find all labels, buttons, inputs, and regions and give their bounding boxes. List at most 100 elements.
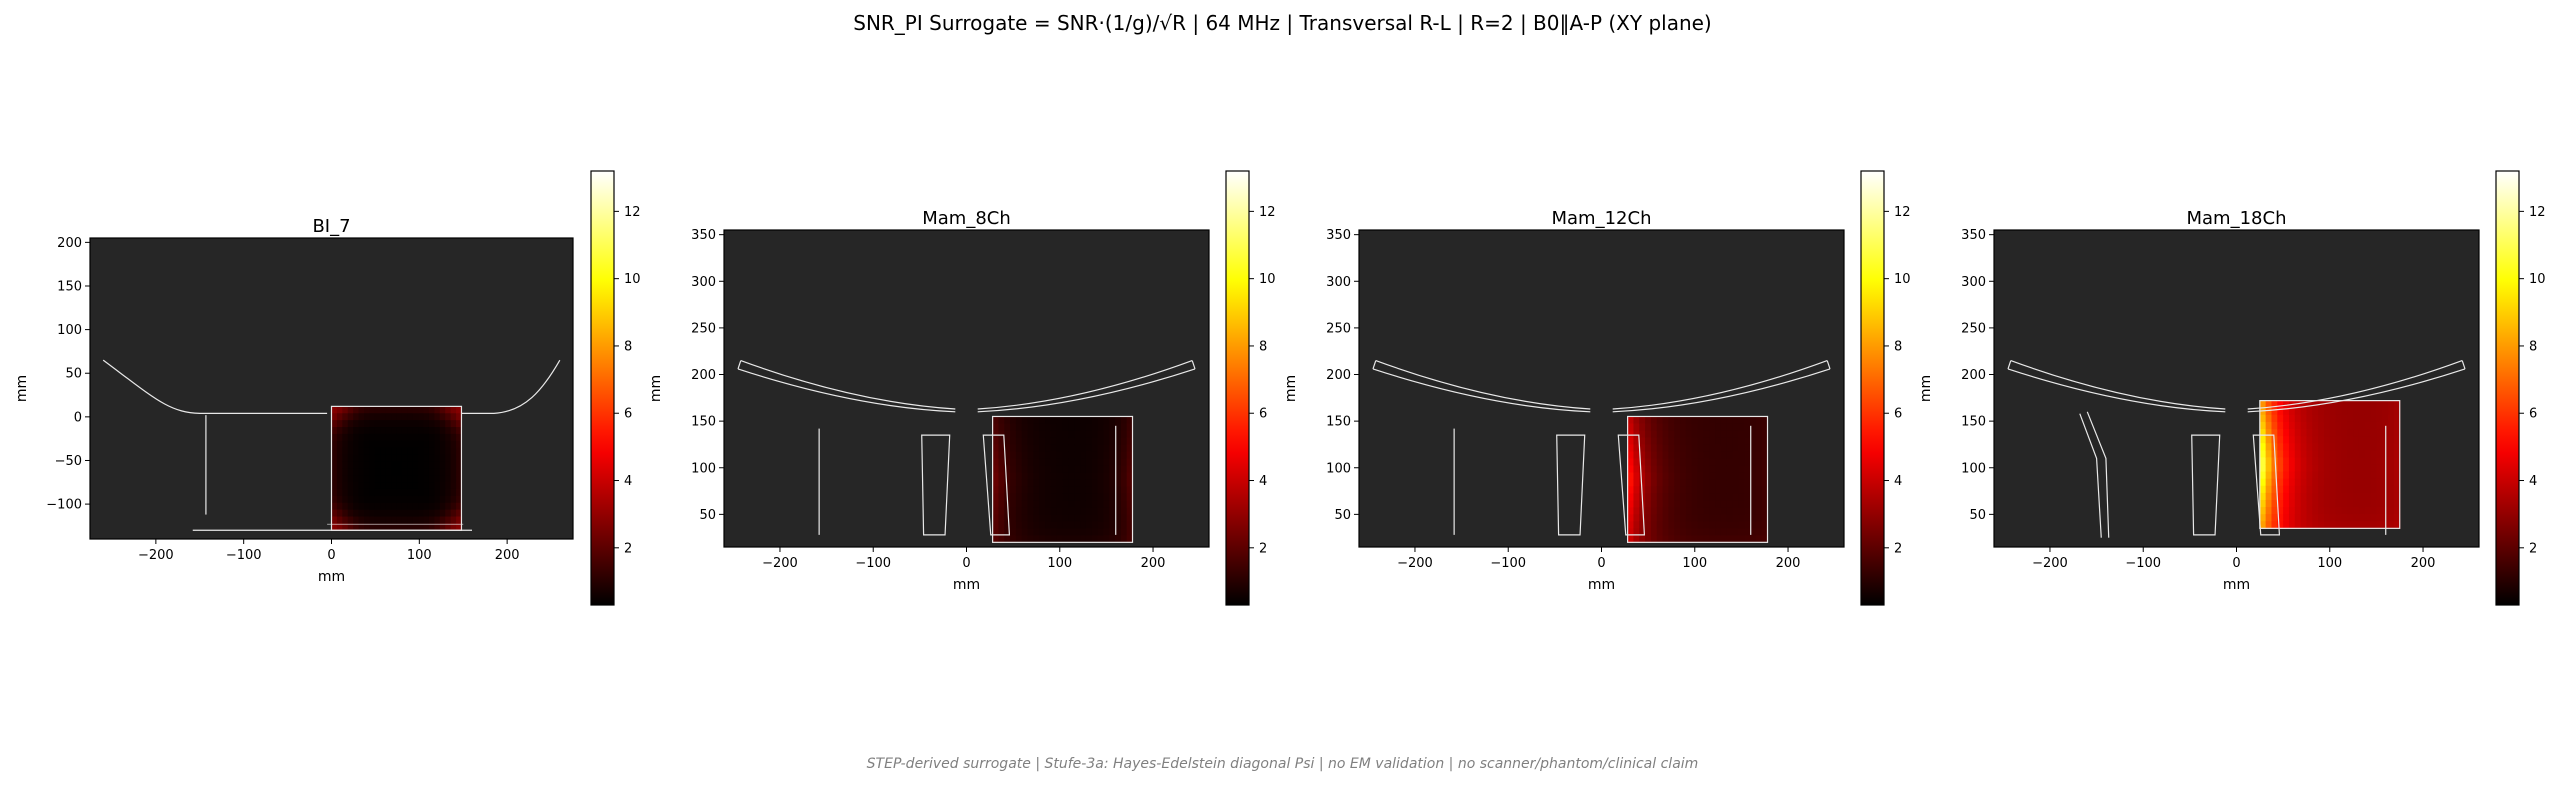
x-tick-label: −200 [762,556,798,571]
colorbar-tick-label: 4 [1259,474,1267,489]
y-tick-label: 200 [691,368,716,383]
colorbar-tick-label: 12 [624,205,641,220]
y-axis-label: mm [1283,375,1299,402]
plot-area [1359,230,1844,547]
field-region-outline [1627,415,1769,543]
x-tick-label: 200 [1141,556,1166,571]
y-tick-label: 250 [691,321,716,336]
snr-heatmap [992,415,1134,543]
coil-geometry-outline [102,359,561,531]
snr-heatmap [2259,400,2401,529]
x-tick-label: 100 [407,548,432,563]
x-tick-label: 100 [1047,556,1072,571]
colorbar-tick-label: 8 [2529,339,2537,354]
colorbar-tick-label: 4 [1894,474,1902,489]
subplot-title: BI_7 [312,216,350,237]
x-tick-label: 0 [962,556,970,571]
snr-heatmap [330,405,463,531]
y-tick-label: 100 [691,461,716,476]
colorbar-tick-label: 6 [1894,407,1902,422]
colorbar-tick-label: 12 [1259,205,1276,220]
y-tick-label: 200 [1326,368,1351,383]
coil-geometry-outline [2007,359,2466,538]
y-tick-label: 50 [1334,508,1351,523]
y-tick-label: 200 [57,236,82,251]
y-tick-label: 350 [1326,228,1351,243]
colorbar [1860,170,1885,606]
subplot-2: −200 −100 0 100 200 50 100 150 200 250 300 350 Mam_8… [648,170,1276,606]
y-tick-label: 150 [57,279,82,294]
coil-geometry-outline [1372,359,1831,536]
x-axis-label: mm [2223,577,2250,593]
y-tick-label: 50 [1969,508,1986,523]
x-tick-label: 0 [327,548,335,563]
y-tick-label: −100 [46,498,82,513]
y-tick-label: 150 [691,415,716,430]
figure-footer-note: STEP-derived surrogate | Stufe-3a: Hayes… [866,756,1699,772]
snr-heatmap [1627,415,1769,543]
colorbar-tick-label: 4 [2529,474,2537,489]
colorbar-tick-label: 12 [2529,205,2546,220]
y-tick-label: 100 [57,323,82,338]
x-axis-label: mm [1588,577,1615,593]
colorbar-tick-label: 6 [1259,407,1267,422]
field-region-outline [992,415,1134,543]
colorbar-tick-label: 8 [1894,339,1902,354]
colorbar [590,170,615,606]
colorbar-tick-label: 2 [1259,541,1267,556]
x-tick-label: 0 [2232,556,2240,571]
x-tick-label: −200 [138,548,174,563]
y-tick-label: 100 [1961,461,1986,476]
y-tick-label: 50 [699,508,716,523]
subplot-1: −200 −100 0 100 200 −100 −50 0 50 100 150 200 BI_7mm… [14,170,641,606]
x-tick-label: −100 [2125,556,2161,571]
y-tick-label: 100 [1326,461,1351,476]
subplot-title: Mam_18Ch [2187,208,2287,229]
colorbar-tick-label: 4 [624,474,632,489]
subplot-title: Mam_8Ch [922,208,1011,229]
colorbar [1225,170,1250,606]
x-tick-label: 0 [1597,556,1605,571]
y-tick-label: 200 [1961,368,1986,383]
x-tick-label: −200 [1397,556,1433,571]
plot-area [1994,230,2479,547]
x-tick-label: −100 [855,556,891,571]
colorbar-tick-label: 10 [1259,272,1276,287]
colorbar [2495,170,2520,606]
y-tick-label: 250 [1961,321,1986,336]
x-tick-label: 100 [1682,556,1707,571]
y-axis-label: mm [14,375,30,402]
x-tick-label: 100 [2317,556,2342,571]
subplot-4: −200 −100 0 100 200 50 100 150 200 250 300 350 Mam_1… [1918,170,2546,606]
colorbar-tick-label: 12 [1894,205,1911,220]
x-axis-label: mm [953,577,980,593]
y-tick-label: −50 [55,454,82,469]
y-tick-label: 0 [74,410,82,425]
plot-area [724,230,1209,547]
y-tick-label: 250 [1326,321,1351,336]
x-tick-label: 200 [2411,556,2436,571]
y-tick-label: 50 [65,367,82,382]
y-tick-label: 350 [1961,228,1986,243]
colorbar-tick-label: 2 [2529,541,2537,556]
y-tick-label: 150 [1961,415,1986,430]
y-tick-label: 300 [1326,275,1351,290]
x-tick-label: −100 [226,548,262,563]
colorbar-tick-label: 8 [1259,339,1267,354]
y-tick-label: 300 [1961,275,1986,290]
y-axis-label: mm [648,375,664,402]
colorbar-tick-label: 8 [624,339,632,354]
colorbar-tick-label: 6 [624,407,632,422]
x-axis-label: mm [318,569,345,585]
colorbar-tick-label: 10 [2529,272,2546,287]
x-tick-label: −100 [1490,556,1526,571]
figure-title: SNR_PI Surrogate = SNR·(1/g)/√R | 64 MHz… [853,11,1712,35]
coil-geometry-outline [737,359,1196,536]
colorbar-tick-label: 6 [2529,407,2537,422]
x-tick-label: −200 [2032,556,2068,571]
colorbar-tick-label: 2 [1894,541,1902,556]
y-tick-label: 300 [691,275,716,290]
colorbar-tick-label: 10 [624,272,641,287]
y-tick-label: 150 [1326,415,1351,430]
